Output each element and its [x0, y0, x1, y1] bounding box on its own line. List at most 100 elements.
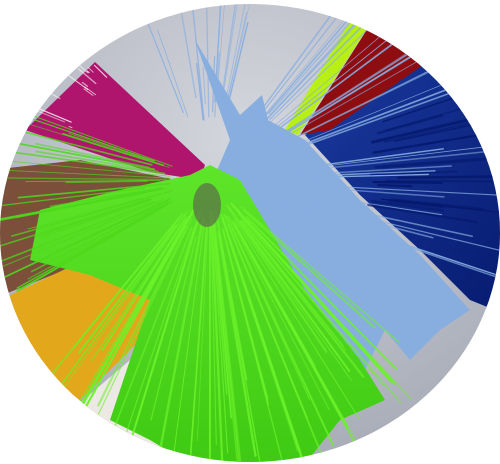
paint-streak [226, 204, 328, 353]
paint-streak [0, 198, 151, 250]
paint-streak [219, 4, 244, 113]
paint-streak [205, 4, 210, 118]
paint-streak [128, 4, 184, 114]
paint-streak [35, 143, 150, 169]
paint-streak [17, 182, 171, 199]
paint-streak [272, 194, 500, 254]
paint-streak [0, 200, 155, 263]
paint-streak [227, 223, 329, 462]
paint-streak [270, 48, 425, 144]
paint-streak [226, 204, 352, 381]
paint-streak [0, 25, 89, 91]
paint-streak [0, 56, 61, 100]
paint-streak [225, 4, 252, 99]
paint-streak [370, 117, 474, 144]
paint-streak [42, 199, 151, 238]
paint-streak [226, 215, 334, 447]
paint-streak [250, 6, 360, 133]
paint-streak [134, 222, 198, 427]
paint-streak [0, 177, 168, 181]
paint-streak [270, 4, 469, 133]
paint-streak [94, 218, 192, 422]
paint-streak [228, 216, 330, 411]
paint-streak [367, 203, 478, 224]
paint-streak [68, 132, 150, 161]
paint-streak [86, 70, 90, 74]
paint-streak [223, 21, 249, 120]
paint-streak [240, 205, 401, 344]
paint-streak [243, 209, 376, 329]
paint-streak [385, 180, 500, 183]
paint-streak [217, 230, 257, 457]
paint-streak [268, 194, 434, 239]
paint-streak [81, 81, 89, 87]
paint-streak [239, 220, 351, 372]
paint-streak [0, 197, 172, 292]
paint-streak [291, 185, 445, 198]
paint-streak [281, 170, 436, 178]
paint-streak [268, 4, 424, 115]
paint-streak [269, 4, 419, 121]
paint-streak [210, 211, 217, 445]
paint-streak [232, 221, 316, 368]
paint-streak [64, 214, 191, 433]
paint-streak [296, 147, 500, 172]
paint-streak [0, 39, 60, 84]
paint-streak [370, 200, 444, 212]
paint-streak [299, 184, 500, 198]
paint-streak [214, 210, 248, 381]
paint-streak [30, 201, 169, 273]
paint-streak [16, 203, 169, 292]
paint-streak [84, 86, 97, 96]
paint-streak [233, 218, 360, 420]
paint-streak [213, 222, 246, 462]
paint-streak [90, 215, 187, 362]
paint-streak [189, 222, 208, 455]
paint-streak [292, 165, 452, 176]
paint-streak [396, 174, 500, 179]
paint-streak [0, 187, 146, 211]
paint-streak [77, 68, 97, 85]
paint-streak [150, 236, 197, 421]
paint-streak [376, 114, 444, 135]
paint-streak [216, 4, 227, 99]
paint-streak [214, 236, 232, 419]
paint-streak [62, 132, 165, 167]
paint-streak [266, 4, 439, 127]
paint-streak [97, 225, 188, 407]
paint-streak [0, 148, 166, 175]
paint-streak [392, 198, 484, 211]
paint-streak [211, 210, 229, 454]
paint-streak [253, 4, 424, 134]
paint-streak [227, 11, 248, 100]
paint-streak [377, 184, 413, 188]
paint-streak [245, 216, 397, 370]
paint-streak [0, 187, 165, 222]
paint-streak [27, 197, 145, 230]
magenta-wedge [25, 62, 205, 180]
paint-streak [78, 225, 177, 354]
paint-streak [210, 221, 225, 462]
paint-streak [0, 167, 171, 179]
paint-streak [114, 226, 195, 462]
paint-streak [382, 95, 459, 123]
paint-streak [68, 126, 73, 128]
paint-streak [211, 56, 216, 113]
paint-streak [11, 190, 173, 237]
paint-streak [252, 9, 369, 134]
paint-streak [248, 4, 362, 135]
paint-streak [372, 132, 488, 154]
paint-streak [276, 81, 467, 156]
paint-streak [240, 219, 365, 378]
paint-streak [105, 226, 193, 449]
paint-streak [235, 208, 391, 381]
paint-streak [157, 29, 189, 117]
paint-streak [173, 217, 206, 455]
paint-streak [214, 4, 223, 102]
paint-streak [370, 170, 458, 176]
paint-streak [195, 62, 204, 121]
paint-streak [49, 187, 162, 208]
paint-streak [34, 198, 152, 238]
